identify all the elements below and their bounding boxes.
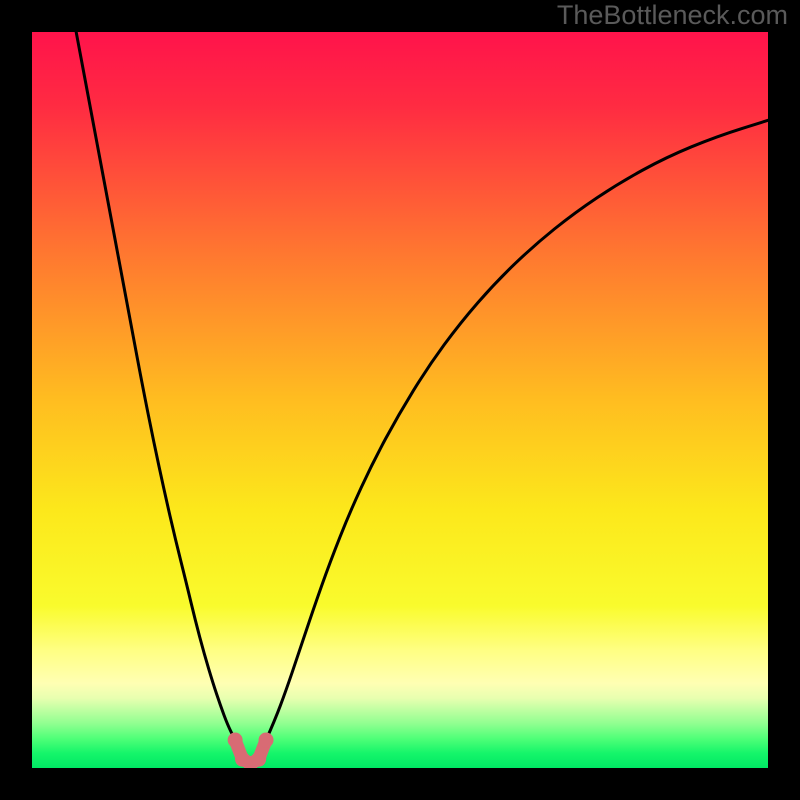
bottom-marker-dot bbox=[259, 733, 274, 748]
image-frame: TheBottleneck.com bbox=[0, 0, 800, 800]
bottleneck-chart bbox=[32, 32, 768, 768]
gradient-background bbox=[32, 32, 768, 768]
watermark-text: TheBottleneck.com bbox=[557, 0, 788, 31]
bottom-marker-dot bbox=[228, 733, 243, 748]
bottom-marker-dot bbox=[251, 752, 266, 767]
